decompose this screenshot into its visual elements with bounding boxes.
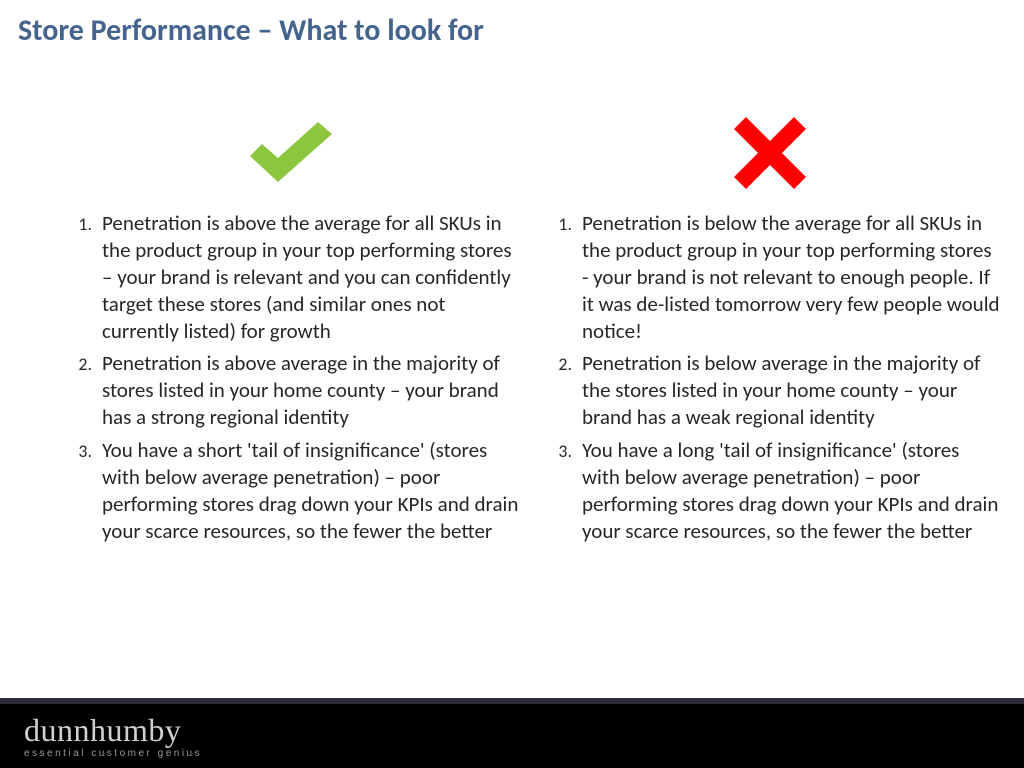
list-item: Penetration is above the average for all…: [96, 210, 520, 344]
brand-block: dunnhumby essential customer genius: [24, 714, 202, 759]
negative-list: Penetration is below the average for all…: [540, 210, 1000, 545]
cross-icon-wrap: [540, 110, 1000, 196]
footer-bar: dunnhumby essential customer genius: [0, 698, 1024, 768]
list-item: You have a long 'tail of insignificance'…: [576, 437, 1000, 545]
list-item: You have a short 'tail of insignificance…: [96, 437, 520, 545]
list-item: Penetration is below average in the majo…: [576, 350, 1000, 431]
positive-column: Penetration is above the average for all…: [60, 110, 520, 551]
list-item: Penetration is below the average for all…: [576, 210, 1000, 344]
positive-list: Penetration is above the average for all…: [60, 210, 520, 545]
list-item: Penetration is above average in the majo…: [96, 350, 520, 431]
brand-tagline: essential customer genius: [24, 748, 202, 759]
brand-logo: dunnhumby: [24, 714, 202, 746]
check-icon-wrap: [60, 110, 520, 196]
negative-column: Penetration is below the average for all…: [540, 110, 1000, 551]
cross-icon: [730, 113, 810, 193]
footer: dunnhumby essential customer genius: [0, 698, 1024, 768]
check-icon: [240, 110, 340, 196]
slide: Store Performance – What to look for Pen…: [0, 0, 1024, 768]
page-title: Store Performance – What to look for: [18, 12, 484, 49]
